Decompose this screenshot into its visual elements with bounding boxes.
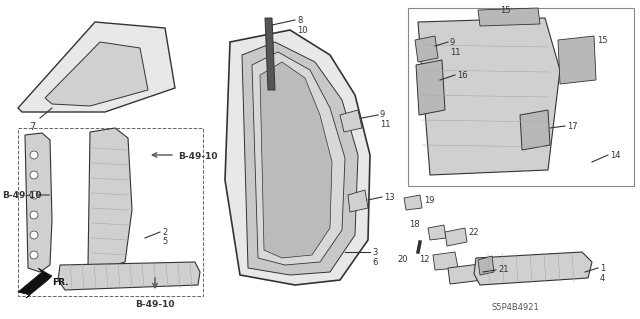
Text: B-49-10: B-49-10 [2,191,42,200]
Polygon shape [18,22,175,112]
Polygon shape [88,128,132,268]
Text: 4: 4 [600,274,605,283]
Text: S5P4B4921: S5P4B4921 [491,303,539,312]
Text: 8: 8 [297,16,302,25]
Circle shape [30,171,38,179]
Text: 6: 6 [372,258,378,267]
Polygon shape [520,110,550,150]
Text: 17: 17 [567,122,578,131]
Polygon shape [428,225,446,240]
Text: 7: 7 [29,122,35,132]
Text: B-49-10: B-49-10 [135,300,175,309]
Text: FR.: FR. [52,278,68,287]
Text: 3: 3 [372,248,378,257]
Polygon shape [252,52,345,265]
Polygon shape [225,30,370,285]
Polygon shape [478,8,540,26]
Polygon shape [433,252,458,270]
Text: 11: 11 [450,48,461,57]
Text: 18: 18 [410,220,420,229]
Text: 1: 1 [600,264,605,273]
Text: 20: 20 [397,255,408,264]
Polygon shape [445,228,467,246]
Polygon shape [348,190,368,212]
Text: 16: 16 [457,71,468,80]
Polygon shape [416,60,445,115]
Text: 22: 22 [468,228,479,237]
Circle shape [30,231,38,239]
Polygon shape [58,262,200,290]
Text: 9: 9 [450,38,455,47]
Circle shape [30,251,38,259]
Polygon shape [18,268,52,298]
Polygon shape [404,195,422,210]
Polygon shape [478,256,494,275]
Circle shape [30,151,38,159]
Text: B-49-10: B-49-10 [178,152,218,161]
Text: 21: 21 [498,265,509,274]
Text: 5: 5 [162,237,167,246]
Circle shape [30,211,38,219]
Circle shape [30,191,38,199]
Text: 15: 15 [597,36,607,45]
Text: 9: 9 [380,110,385,119]
Text: 13: 13 [384,193,395,202]
Bar [408,8,634,186]
Polygon shape [265,18,275,90]
Text: 10: 10 [297,26,307,35]
Polygon shape [418,18,560,175]
Polygon shape [260,62,332,258]
Polygon shape [340,110,362,132]
Polygon shape [474,252,592,285]
Text: 14: 14 [610,151,621,160]
Bar [18,128,203,296]
Text: 2: 2 [162,228,167,237]
Polygon shape [415,36,438,62]
Polygon shape [242,42,358,275]
Text: 15: 15 [500,6,510,15]
Polygon shape [45,42,148,106]
Text: 11: 11 [380,120,390,129]
Polygon shape [448,264,483,284]
Polygon shape [25,133,52,272]
Text: 12: 12 [419,255,430,264]
Text: 19: 19 [424,196,435,205]
Polygon shape [558,36,596,84]
